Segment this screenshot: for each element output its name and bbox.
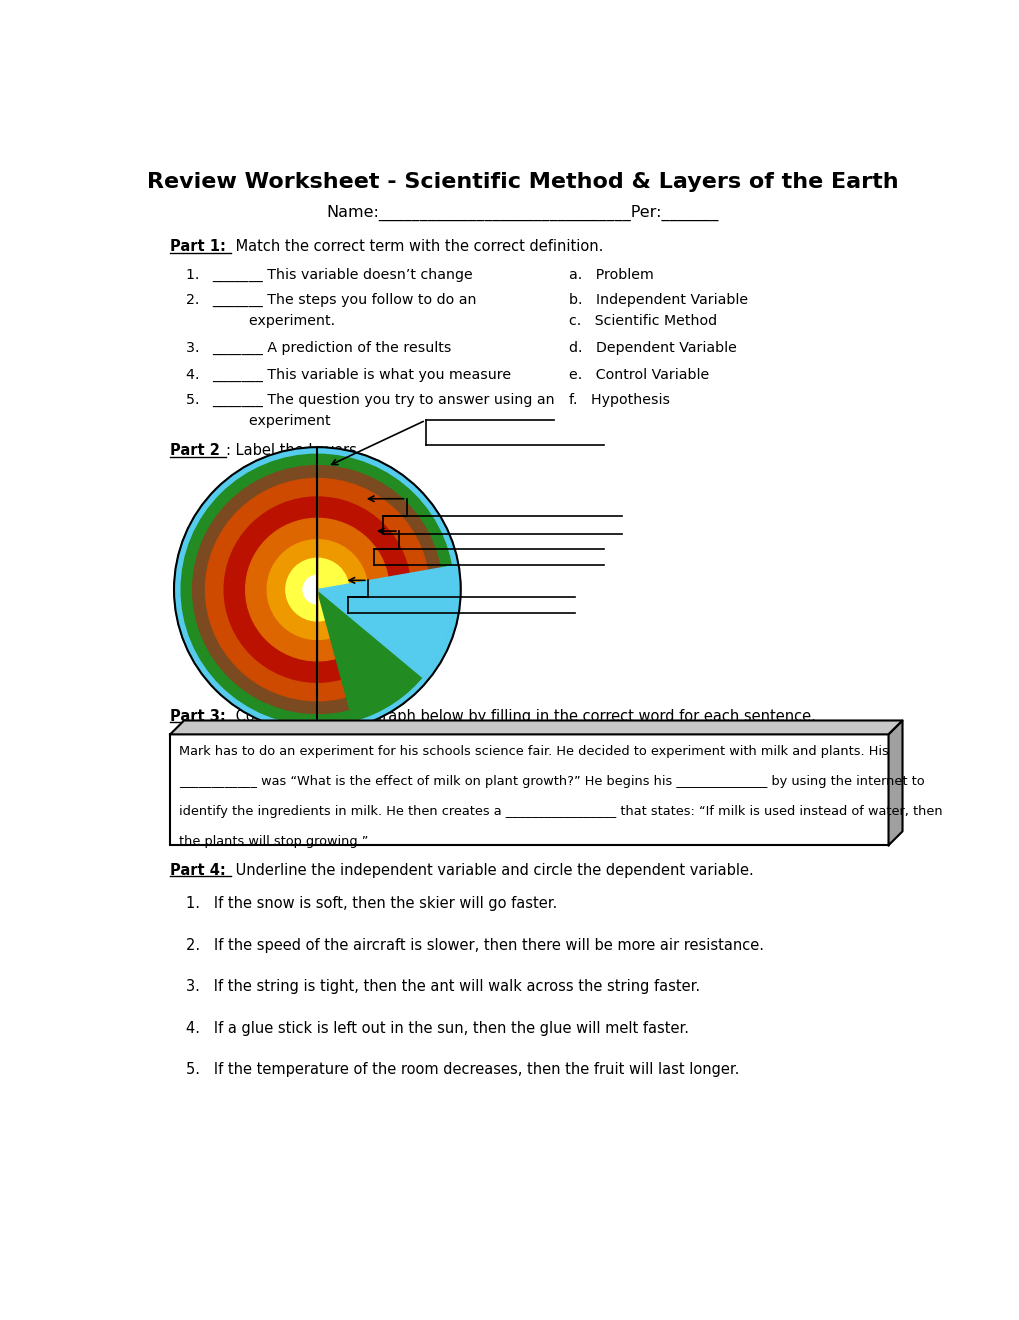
Text: c.   Scientific Method: c. Scientific Method	[569, 314, 716, 327]
Text: 2.   If the speed of the aircraft is slower, then there will be more air resista: 2. If the speed of the aircraft is slowe…	[185, 937, 763, 953]
Wedge shape	[246, 519, 317, 661]
Text: 4.   _______ This variable is what you measure: 4. _______ This variable is what you mea…	[185, 368, 511, 381]
Wedge shape	[317, 540, 367, 639]
Bar	[170, 734, 888, 845]
Text: experiment.: experiment.	[185, 314, 334, 327]
Text: d.   Dependent Variable: d. Dependent Variable	[569, 341, 737, 355]
Wedge shape	[317, 558, 348, 620]
Wedge shape	[317, 447, 461, 733]
Text: Part 3:: Part 3:	[170, 709, 225, 723]
Text: a.   Problem: a. Problem	[569, 268, 653, 281]
Text: 4.   If a glue stick is left out in the sun, then the glue will melt faster.: 4. If a glue stick is left out in the su…	[185, 1020, 688, 1036]
Text: Review Worksheet - Scientific Method & Layers of the Earth: Review Worksheet - Scientific Method & L…	[147, 173, 898, 193]
Text: Part 1:: Part 1:	[170, 239, 226, 255]
Text: 5.   If the temperature of the room decreases, then the fruit will last longer.: 5. If the temperature of the room decrea…	[185, 1063, 739, 1077]
Wedge shape	[181, 454, 317, 725]
Text: the plants will stop growing.”: the plants will stop growing.”	[179, 836, 369, 849]
Text: 1.   If the snow is soft, then the skier will go faster.: 1. If the snow is soft, then the skier w…	[185, 896, 556, 911]
Text: b.   Independent Variable: b. Independent Variable	[569, 293, 748, 308]
Text: f.   Hypothesis: f. Hypothesis	[569, 393, 669, 408]
Text: 1.   _______ This variable doesn’t change: 1. _______ This variable doesn’t change	[185, 268, 472, 282]
Text: identify the ingredients in milk. He then creates a _________________ that state: identify the ingredients in milk. He the…	[179, 805, 943, 818]
Wedge shape	[179, 521, 317, 694]
Text: Mark has to do an experiment for his schools science fair. He decided to experim: Mark has to do an experiment for his sch…	[179, 744, 889, 758]
Text: Underline the independent variable and circle the dependent variable.: Underline the independent variable and c…	[230, 863, 753, 878]
Text: Part 2: Part 2	[170, 444, 220, 458]
Wedge shape	[285, 558, 317, 620]
Wedge shape	[317, 519, 388, 661]
Text: Name:_______________________________Per:_______: Name:_______________________________Per:…	[326, 205, 718, 220]
Polygon shape	[170, 721, 902, 734]
Wedge shape	[303, 576, 317, 603]
Wedge shape	[317, 454, 453, 725]
Wedge shape	[317, 566, 454, 677]
Text: Match the correct term with the correct definition.: Match the correct term with the correct …	[230, 239, 602, 255]
Wedge shape	[174, 447, 317, 733]
Wedge shape	[317, 478, 429, 701]
Wedge shape	[224, 498, 317, 682]
Text: ____________ was “What is the effect of milk on plant growth?” He begins his ___: ____________ was “What is the effect of …	[179, 775, 924, 788]
Text: e.   Control Variable: e. Control Variable	[569, 368, 709, 381]
Wedge shape	[193, 466, 317, 714]
Text: 3.   _______ A prediction of the results: 3. _______ A prediction of the results	[185, 341, 450, 355]
Wedge shape	[317, 590, 453, 721]
Polygon shape	[888, 721, 902, 845]
Text: experiment: experiment	[185, 414, 330, 428]
Text: 3.   If the string is tight, then the ant will walk across the string faster.: 3. If the string is tight, then the ant …	[185, 979, 699, 994]
Wedge shape	[317, 498, 411, 682]
Wedge shape	[199, 454, 317, 590]
Text: 5.   _______ The question you try to answer using an: 5. _______ The question you try to answe…	[185, 393, 553, 408]
Text: : Label the Layers: : Label the Layers	[225, 444, 357, 458]
Wedge shape	[267, 540, 317, 639]
Wedge shape	[317, 466, 441, 714]
Wedge shape	[206, 478, 317, 701]
Text: Part 4:: Part 4:	[170, 863, 225, 878]
Text: 2.   _______ The steps you follow to do an: 2. _______ The steps you follow to do an	[185, 293, 476, 308]
Text: Complete the paragraph below by filling in the correct word for each sentence.: Complete the paragraph below by filling …	[230, 709, 814, 723]
